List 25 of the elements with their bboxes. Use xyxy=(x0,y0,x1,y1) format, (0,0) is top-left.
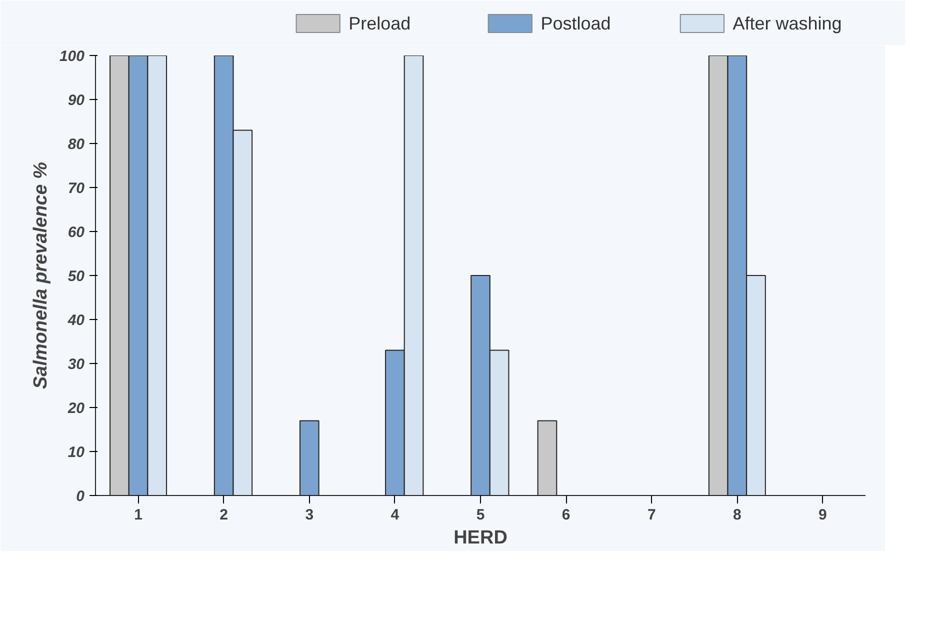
y-tick-label: 80 xyxy=(68,136,86,153)
x-tick-label: 2 xyxy=(220,506,228,524)
y-tick-label: 90 xyxy=(68,92,86,109)
y-tick-label: 10 xyxy=(68,444,86,461)
legend-label: After washing xyxy=(732,14,842,34)
y-tick-label: 40 xyxy=(66,312,86,329)
legend-label: Postload xyxy=(540,14,611,34)
y-tick-label: 30 xyxy=(68,356,86,373)
y-tick-label: 60 xyxy=(68,224,86,241)
y-tick-label: 20 xyxy=(66,400,86,417)
y-tick-label: 100 xyxy=(59,48,86,65)
x-tick-label: 9 xyxy=(818,506,827,524)
y-tick-label: 70 xyxy=(68,180,86,197)
x-tick-label: 4 xyxy=(390,506,400,524)
x-axis-title: HERD xyxy=(454,528,508,548)
x-tick-label: 3 xyxy=(305,506,314,524)
x-tick-label: 7 xyxy=(647,506,656,524)
x-tick-label: 5 xyxy=(476,506,485,524)
legend-label: Preload xyxy=(348,14,411,34)
y-axis-title: Salmonella prevalence % xyxy=(30,162,52,390)
x-tick-label: 1 xyxy=(134,506,142,524)
y-tick-label: 50 xyxy=(68,268,86,285)
y-tick-label: 0 xyxy=(76,488,86,505)
x-tick-label: 6 xyxy=(562,506,570,524)
x-tick-label: 8 xyxy=(732,506,742,524)
